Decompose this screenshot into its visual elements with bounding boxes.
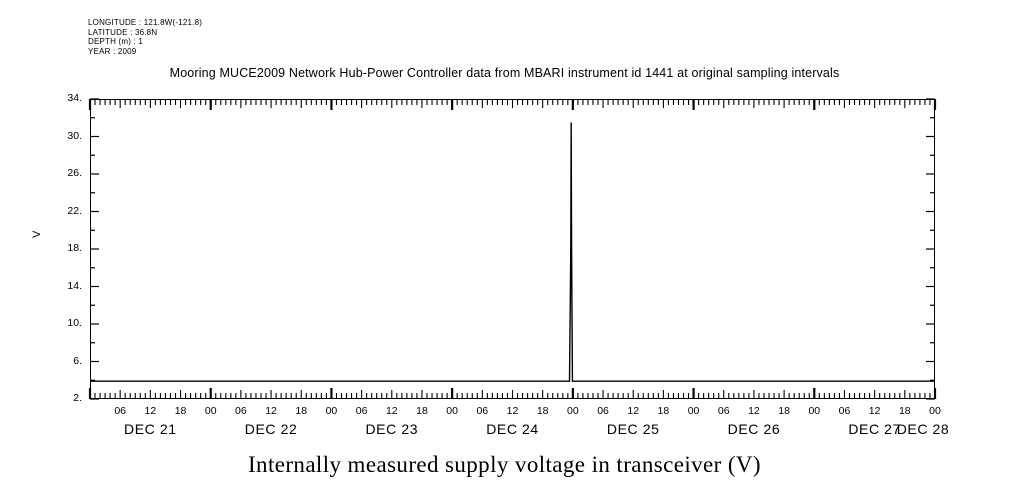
x-axis-hour-label: 12 <box>868 405 881 417</box>
y-axis-tick-label: 6. <box>73 354 82 367</box>
x-axis-hour-label: 00 <box>808 405 821 417</box>
x-axis-hour-label: 18 <box>536 405 549 417</box>
station-metadata: LONGITUDE : 121.8W(-121.8) LATITUDE : 36… <box>88 18 202 56</box>
x-axis-hour-label: 00 <box>446 405 458 417</box>
metadata-year: YEAR : 2009 <box>88 46 137 56</box>
metadata-longitude: LONGITUDE : 121.8W(-121.8) <box>88 18 203 27</box>
y-axis-tick-label: 14. <box>67 279 82 292</box>
x-axis-hour-label: 06 <box>114 405 127 417</box>
x-axis-hour-label: 12 <box>748 405 760 417</box>
x-axis-day-label: DEC 23 <box>365 421 419 437</box>
x-axis-hour-label: 06 <box>476 405 489 417</box>
x-axis-hour-label: 00 <box>687 405 700 417</box>
x-axis-hour-label: 12 <box>506 405 519 417</box>
metadata-latitude: LATITUDE : 36.8N <box>88 27 158 37</box>
x-axis-day-label: DEC 28 <box>896 421 950 437</box>
x-axis-day-label: DEC 27 <box>848 421 901 437</box>
y-axis-tick-label: 10. <box>67 317 82 329</box>
x-axis-hour-label: 00 <box>929 405 941 417</box>
y-axis-tick-label: 34. <box>67 92 82 104</box>
y-axis-label: V <box>31 230 43 238</box>
x-axis-hour-label: 18 <box>174 405 187 417</box>
plot-frame <box>90 99 935 399</box>
metadata-depth: DEPTH (m) : 1 <box>88 37 144 46</box>
x-axis-hour-label: 18 <box>657 405 670 417</box>
x-axis-day-label: DEC 25 <box>606 421 660 437</box>
x-axis-hour-label: 18 <box>778 405 790 417</box>
y-axis-tick-label: 18. <box>67 242 82 254</box>
x-axis-day-label: DEC 24 <box>486 421 539 437</box>
x-axis-hour-label: 18 <box>898 405 911 417</box>
x-axis-hour-label: 06 <box>235 405 247 417</box>
x-axis-hour-label: 12 <box>627 405 640 417</box>
x-axis-hour-label: 18 <box>295 405 308 417</box>
x-axis-hour-label: 00 <box>325 405 338 417</box>
figure-caption: Internally measured supply voltage in tr… <box>248 452 761 477</box>
x-axis-hour-label: 06 <box>838 405 851 417</box>
x-axis-hour-label: 12 <box>385 405 398 417</box>
x-axis-day-label: DEC 26 <box>727 421 781 437</box>
x-axis-hour-label: 06 <box>355 405 368 417</box>
y-axis-tick-label: 2. <box>73 392 82 404</box>
x-axis-day-label: DEC 22 <box>244 421 298 437</box>
x-axis-hour-label: 00 <box>567 405 579 417</box>
y-axis-tick-label: 30. <box>67 129 82 142</box>
x-axis-hour-label: 06 <box>717 405 730 417</box>
x-axis-day-label: DEC 21 <box>124 421 177 437</box>
x-axis-hour-label: 18 <box>416 405 428 417</box>
x-axis-hour-label: 00 <box>204 405 217 417</box>
y-axis-tick-label: 22. <box>67 204 82 217</box>
x-axis-hour-label: 12 <box>265 405 277 417</box>
y-axis-tick-label: 26. <box>67 167 82 179</box>
x-axis-hour-label: 06 <box>597 405 609 417</box>
x-axis-hour-label: 12 <box>144 405 157 417</box>
chart-title: Mooring MUCE2009 Network Hub-Power Contr… <box>169 66 840 80</box>
